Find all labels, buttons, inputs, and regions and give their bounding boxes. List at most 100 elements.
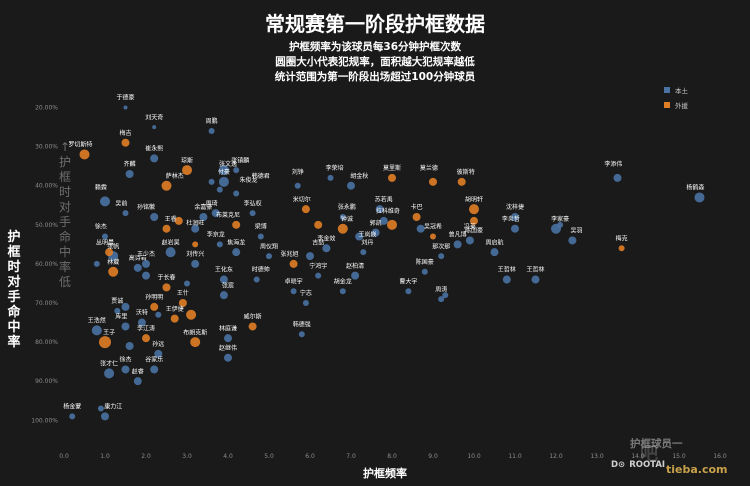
data-point [531, 275, 540, 284]
point-label: 卡巴 [411, 203, 423, 211]
point-label: 周鹏 [206, 117, 218, 125]
point-label: 宁志 [300, 289, 312, 297]
point-label: 周仪翔 [260, 242, 278, 250]
point-label: 林葳 [107, 258, 119, 266]
point-label: 张帆 [107, 242, 119, 250]
data-point [322, 244, 331, 253]
legend-label-foreign: 外援 [675, 102, 688, 110]
data-point [298, 331, 305, 338]
point-label: 苏若禹 [375, 195, 393, 203]
point-label: 韩德强 [293, 320, 311, 328]
data-point [165, 247, 176, 258]
y-tick-label: 70.00% [35, 300, 58, 307]
point-label: 曾凡博 [449, 231, 467, 239]
data-point [186, 309, 197, 320]
legend-swatch-domestic [664, 87, 670, 93]
data-point [347, 181, 355, 190]
data-point [69, 413, 76, 420]
point-label: 沃特 [136, 309, 148, 317]
data-point [315, 272, 322, 279]
data-point [105, 248, 114, 257]
point-label: 孙铭徽 [137, 203, 155, 211]
legend-entry-domestic: 本土 [664, 85, 688, 95]
data-point [442, 292, 449, 299]
point-label: 谷家乐 [145, 356, 163, 364]
point-label: 罗切斯特 [68, 141, 92, 149]
x-tick-label: 1.0 [100, 453, 110, 460]
point-label: 胡明轩 [465, 195, 483, 203]
point-label: 孙明明 [145, 293, 163, 301]
brand-logo-text: ROOTAI [629, 460, 666, 470]
x-tick-label: 4.0 [223, 453, 233, 460]
data-point [182, 165, 192, 176]
point-label: 拉科维奇 [376, 207, 400, 215]
data-point [150, 154, 159, 163]
y-tick-label: 80.00% [35, 339, 58, 346]
point-label: 吉喆 [312, 238, 324, 246]
brand-logo-mark: D⊙ [611, 460, 626, 470]
data-point [121, 365, 130, 374]
point-label: 杨鹤森 [686, 184, 704, 192]
data-point [216, 186, 223, 193]
point-label: 李家豪 [551, 215, 569, 223]
data-point [511, 213, 519, 221]
x-tick-label: 13.0 [590, 453, 604, 460]
data-point [457, 177, 466, 186]
point-label: 宁鸿宇 [309, 262, 327, 270]
data-point [355, 232, 364, 241]
point-label: 张永鹏 [338, 203, 356, 211]
data-point [161, 180, 172, 191]
data-point [114, 307, 121, 314]
y-tick-label: 20.00% [35, 105, 58, 112]
data-point [248, 322, 257, 331]
point-label: 康力江 [104, 403, 122, 411]
point-label: 余嘉豪 [194, 203, 212, 211]
point-label: 沈梓捷 [506, 203, 524, 211]
point-label: 赖霖 [95, 184, 107, 192]
data-point [470, 216, 478, 225]
data-point [224, 334, 232, 343]
watermark-url: tieba.com [666, 463, 728, 476]
point-label: 徐杰 [95, 223, 107, 231]
y-axis-label: 护框时对手命中率 [7, 230, 21, 350]
point-label: 布莱克尼 [216, 211, 240, 219]
data-point [351, 271, 360, 280]
x-tick-label: 11.0 [508, 453, 522, 460]
point-label: 周涛 [435, 285, 447, 293]
data-point [465, 236, 474, 245]
data-point [568, 236, 577, 245]
data-point [219, 275, 228, 284]
data-point [150, 213, 159, 221]
x-tick-label: 0.0 [59, 453, 69, 460]
data-point [266, 253, 272, 260]
data-point [150, 302, 159, 311]
data-point [91, 325, 102, 336]
point-label: 李弘权 [244, 199, 262, 207]
x-tick-label: 14.0 [631, 453, 645, 460]
data-point [99, 336, 111, 349]
data-point [101, 412, 109, 421]
point-label: 于长春 [157, 274, 175, 282]
data-point [232, 248, 241, 257]
point-label: 张才仁 [100, 360, 118, 368]
data-point [133, 377, 142, 386]
data-point [371, 228, 380, 237]
point-label: 吴冠希 [424, 223, 442, 231]
data-point [162, 283, 171, 292]
point-label: 张镇麟 [231, 156, 249, 164]
point-label: 赵睿 [132, 367, 144, 375]
point-label: 周启航 [485, 238, 503, 246]
data-point [412, 213, 421, 221]
data-point [100, 196, 110, 207]
point-label: 周琦 [206, 200, 218, 207]
y-tick-label: 100.00% [31, 417, 58, 424]
data-point [405, 288, 412, 295]
data-point [154, 349, 163, 358]
data-point [142, 271, 150, 280]
data-point [121, 322, 130, 331]
point-label: 布朗克斯 [183, 328, 207, 336]
point-label: 王伊捷 [166, 305, 184, 313]
point-label: 刘传兴 [186, 250, 204, 258]
data-point [294, 182, 301, 189]
